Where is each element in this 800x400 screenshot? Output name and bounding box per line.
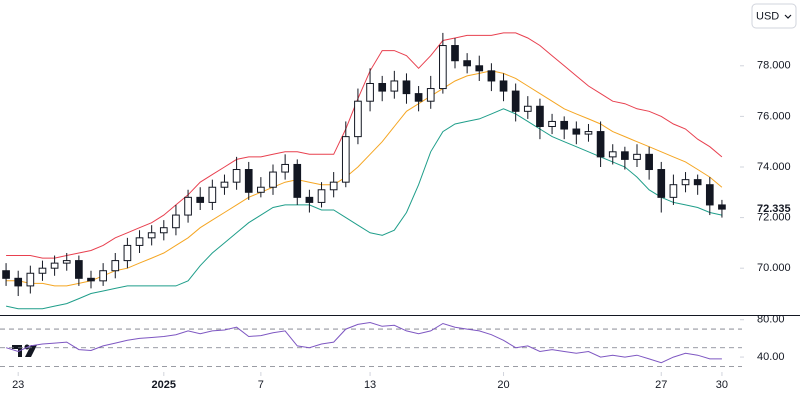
candle-body (38, 267, 47, 274)
candle-body (463, 60, 471, 67)
candle-body (693, 179, 702, 186)
candle-body (147, 232, 156, 239)
candle-body (584, 131, 593, 135)
y-tick-label: 80.00 (757, 314, 785, 326)
candle-body (135, 237, 144, 246)
pane: 70.000 72.000 74.000 76.000 78.000 23 2025 7 13 2… (2, 32, 791, 391)
candle-body (329, 181, 338, 191)
candle-body (14, 277, 23, 287)
currency-label[interactable]: USD (756, 10, 779, 22)
candle-body (718, 204, 726, 210)
candle-body (633, 153, 641, 160)
x-tick-label: 2025 (152, 379, 176, 391)
y-tick-label: 78.000 (757, 60, 791, 72)
candle-body (705, 184, 714, 206)
last-price-label: 72.335 (757, 203, 791, 215)
candle-body (366, 82, 374, 102)
indicator-line (6, 70, 723, 287)
currency-box[interactable] (751, 3, 797, 29)
logo-part (25, 345, 37, 357)
candle-body (208, 186, 217, 203)
candle-body (596, 131, 605, 158)
candle-body (402, 80, 411, 95)
candle-body (26, 272, 35, 287)
candle-body (123, 244, 132, 262)
candle-body (196, 196, 205, 203)
candle-body (341, 136, 350, 183)
candle-body (657, 169, 666, 198)
candle-body (111, 260, 120, 272)
candle-body (172, 214, 180, 229)
candle-body (499, 80, 508, 92)
candle-body (232, 169, 241, 183)
currency-button[interactable]: USD (751, 3, 797, 29)
candle-body (281, 163, 289, 173)
x-tick-label: 27 (655, 379, 667, 391)
candle-body (317, 189, 326, 203)
candle-body (621, 151, 629, 160)
candle-body (390, 80, 399, 92)
candle-body (293, 163, 302, 198)
candle-body (2, 270, 10, 279)
candle-body (184, 196, 192, 216)
candle-body (681, 179, 690, 186)
candle-body (669, 184, 678, 198)
candle-body (378, 82, 387, 92)
candle-body (523, 105, 532, 112)
x-tick-label: 23 (12, 379, 24, 391)
candle-body (87, 277, 95, 282)
candle-body (439, 45, 447, 90)
candle-body (220, 181, 229, 188)
candle-body (99, 270, 107, 282)
x-tick-label: 7 (258, 379, 264, 391)
candle-body (451, 45, 459, 62)
pane: 80.00 40.00 (0, 314, 785, 367)
candle-body (305, 196, 314, 203)
candle-body (645, 153, 653, 171)
candle-body (269, 171, 277, 188)
candle-body (159, 227, 168, 234)
indicator-line (5, 108, 723, 310)
y-tick-label: 74.000 (757, 161, 791, 173)
candle-body (414, 93, 423, 102)
indicator-line (5, 321, 722, 364)
candle-body (572, 128, 581, 135)
candle-body (475, 65, 484, 72)
candle-body (548, 120, 556, 128)
chevron[interactable] (784, 14, 792, 19)
candle-body (426, 88, 435, 102)
candle-body (244, 169, 253, 193)
x-tick-label: 30 (716, 379, 728, 391)
candle-body (62, 260, 71, 264)
candle-body (50, 262, 59, 269)
indicator-line (6, 32, 723, 259)
x-tick-label: 13 (364, 379, 376, 391)
y-tick-label: 40.00 (757, 351, 785, 363)
candle-body (608, 151, 617, 158)
x-tick-label: 20 (497, 379, 509, 391)
candle-body (354, 100, 362, 138)
y-tick-label: 72.000 (757, 211, 791, 223)
y-tick-label: 70.000 (757, 262, 791, 274)
candle-body (536, 105, 544, 128)
candle-body (487, 70, 496, 82)
candle-body (560, 120, 569, 130)
candle-body (75, 260, 83, 279)
candle-body (257, 186, 265, 193)
candle-body (511, 90, 520, 112)
y-tick-label: 76.000 (757, 110, 791, 122)
